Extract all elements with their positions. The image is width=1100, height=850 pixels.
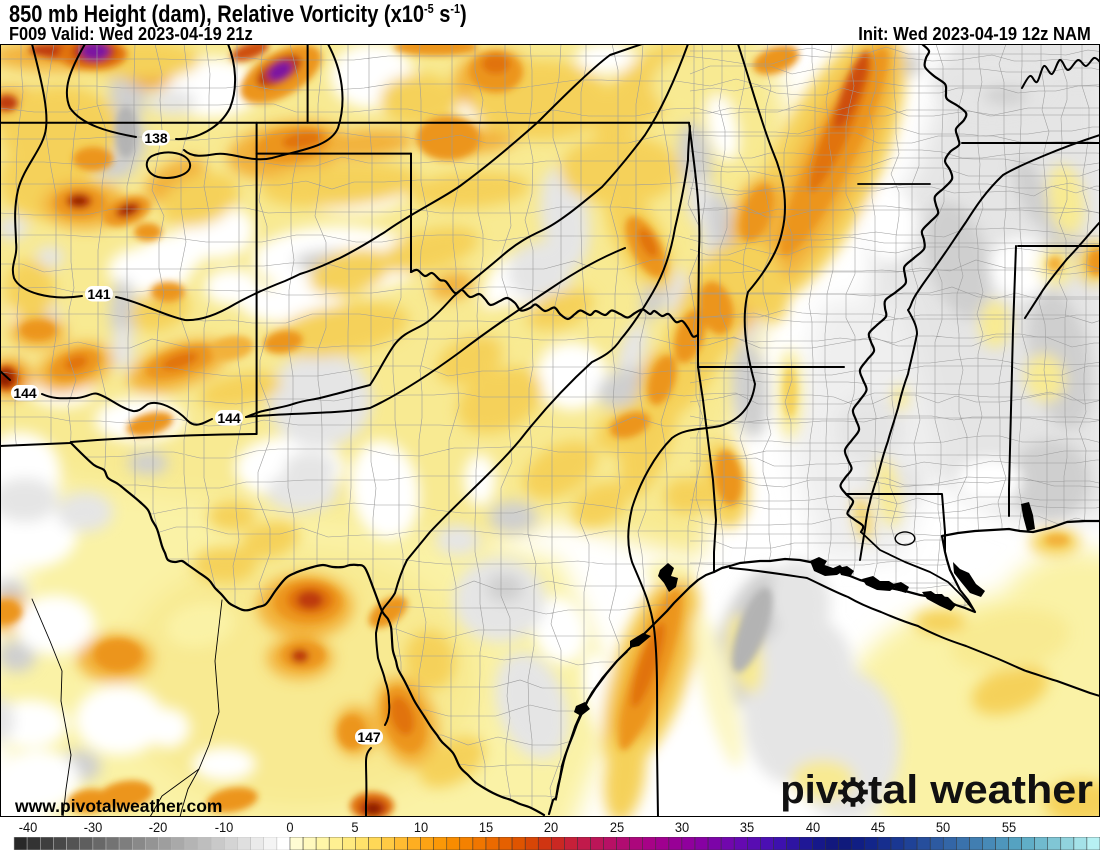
svg-text:141: 141 [87, 286, 111, 302]
svg-text:144: 144 [217, 410, 241, 426]
svg-text:www.pivotalweather.com: www.pivotalweather.com [14, 796, 222, 816]
svg-text:138: 138 [144, 130, 168, 146]
svg-text:tal weather: tal weather [868, 768, 1093, 812]
svg-text:147: 147 [357, 729, 381, 745]
svg-text:piv: piv [780, 768, 839, 812]
svg-text:144: 144 [13, 385, 37, 401]
